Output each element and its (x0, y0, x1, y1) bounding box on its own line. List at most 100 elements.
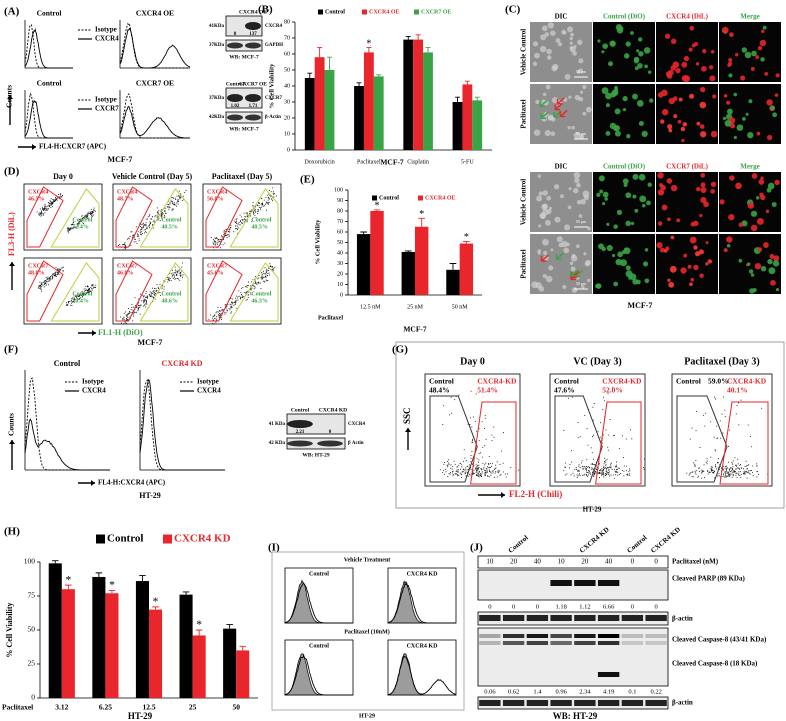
cell (681, 61, 688, 68)
cell (542, 92, 547, 97)
event (587, 474, 589, 476)
cell (601, 50, 605, 54)
cell (596, 192, 601, 197)
event (47, 278, 49, 280)
cell (577, 39, 583, 46)
event (226, 234, 228, 236)
bar (223, 628, 237, 698)
cell (670, 38, 677, 44)
event (38, 287, 40, 289)
event (746, 470, 748, 472)
event (480, 474, 482, 476)
event (160, 215, 162, 217)
event (484, 445, 486, 447)
event (602, 468, 604, 470)
event (470, 457, 472, 459)
quant: 1.4 (533, 688, 542, 695)
event (599, 471, 600, 473)
cell (633, 58, 639, 64)
cell (683, 55, 690, 62)
event (738, 471, 740, 473)
event (149, 295, 151, 297)
event (51, 276, 53, 277)
dose: 10 (558, 558, 566, 566)
event (168, 204, 170, 206)
event (615, 466, 617, 468)
event (146, 303, 148, 305)
event (474, 420, 476, 422)
event (54, 275, 56, 277)
event (141, 227, 143, 229)
event (54, 273, 56, 275)
event (568, 397, 569, 399)
row-label: Vehicle Control (520, 179, 528, 226)
band (502, 634, 525, 638)
event (167, 281, 169, 283)
event (446, 464, 448, 466)
gate (595, 401, 642, 485)
cell (774, 93, 779, 97)
event (254, 208, 256, 210)
cell (630, 221, 635, 226)
band (479, 700, 501, 706)
event (145, 299, 147, 301)
event (49, 276, 51, 278)
event (140, 305, 142, 306)
event (486, 470, 488, 472)
event (246, 284, 248, 286)
y-tick-label: 40 (284, 83, 290, 89)
cell (757, 46, 763, 51)
event (608, 469, 610, 471)
event (244, 219, 246, 221)
event (711, 469, 713, 471)
event (250, 288, 252, 290)
cell (693, 264, 699, 271)
cell (602, 191, 609, 198)
legend-label: CXCR4 KD (174, 533, 231, 545)
cell (564, 74, 571, 80)
event (723, 396, 724, 398)
event (73, 296, 75, 298)
event (54, 198, 56, 200)
cell (542, 274, 547, 279)
event (120, 322, 122, 324)
event (176, 195, 178, 197)
event (485, 438, 487, 440)
band (645, 700, 667, 706)
y-tick-label: 70 (337, 219, 343, 225)
cell (556, 236, 563, 243)
cell (613, 281, 619, 287)
event (450, 396, 452, 398)
event (46, 210, 48, 211)
y-tick-label: 100 (24, 557, 36, 566)
event (127, 312, 129, 314)
cell (537, 249, 542, 254)
event (59, 196, 60, 198)
event (499, 470, 500, 472)
event (483, 466, 485, 468)
event (232, 302, 234, 304)
event (475, 467, 477, 469)
event (605, 465, 607, 467)
cell (660, 184, 666, 191)
event (144, 301, 146, 303)
event (607, 449, 609, 451)
event (261, 203, 263, 204)
event (604, 474, 606, 476)
event (40, 215, 42, 217)
event (472, 474, 474, 476)
event (230, 312, 232, 314)
event (492, 472, 494, 474)
cell-line: MCF-7 (628, 301, 653, 310)
cell (747, 202, 755, 209)
event (136, 307, 138, 309)
event (47, 208, 49, 210)
band (526, 615, 549, 621)
event (176, 205, 178, 207)
column-header: CXCR7 (DiL) (666, 163, 708, 171)
event (45, 280, 47, 281)
event (257, 210, 259, 212)
cell (761, 29, 765, 34)
event (270, 196, 272, 197)
event (583, 474, 585, 476)
